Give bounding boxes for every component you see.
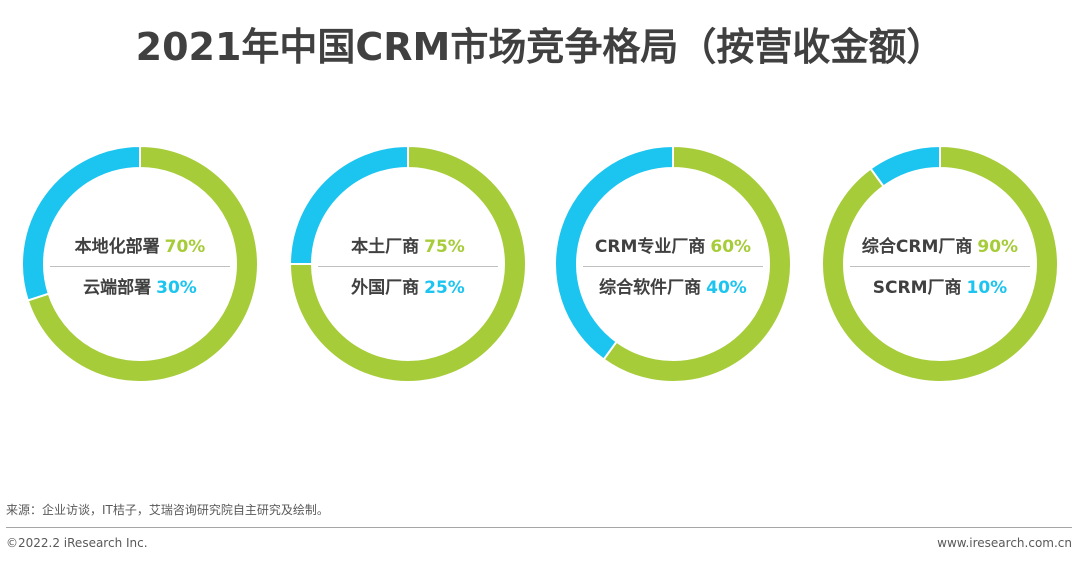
slice-label: 综合CRM厂商 (861, 237, 973, 257)
legend-item: 本地化部署 70% (50, 236, 230, 258)
copyright: ©2022.2 iResearch Inc. (6, 536, 148, 550)
donut-slice-secondary (21, 144, 141, 302)
slice-label: SCRM厂商 (872, 278, 962, 298)
legend-item: 综合软件厂商 40% (583, 277, 763, 299)
donut-chart-deployment: 本地化部署 70% 云端部署 30% (20, 144, 260, 384)
donut-svg (554, 144, 792, 383)
donut-chart-vendor-origin: 本土厂商 75% 外国厂商 25% (288, 144, 528, 384)
slice-percent: 60% (710, 237, 752, 257)
label-divider (583, 266, 763, 267)
slice-label: 本地化部署 (74, 237, 160, 257)
chart-title: 2021年中国CRM市场竞争格局（按营收金额） (135, 25, 945, 69)
footer-divider (6, 527, 1072, 528)
label-divider (318, 266, 498, 267)
label-divider (50, 266, 230, 267)
donut-slice-primary (602, 144, 792, 383)
source-note: 来源：企业访谈，IT桔子，艾瑞咨询研究院自主研究及绘制。 (6, 503, 329, 517)
donut-svg (821, 144, 1059, 383)
donut-labels: CRM专业厂商 60% 综合软件厂商 40% (583, 236, 763, 299)
slice-percent: 70% (164, 237, 206, 257)
slice-percent: 75% (424, 237, 465, 257)
slice-label: 云端部署 (83, 278, 152, 298)
donut-chart-crm-type: 综合CRM厂商 90% SCRM厂商 10% (820, 144, 1060, 384)
slice-percent: 25% (424, 278, 465, 298)
donut-svg (21, 144, 259, 383)
donut-slice-secondary (869, 144, 941, 188)
legend-item: CRM专业厂商 60% (583, 236, 763, 258)
label-divider (850, 266, 1030, 267)
legend-item: SCRM厂商 10% (850, 277, 1030, 299)
slice-percent: 90% (977, 237, 1019, 257)
slice-label: CRM专业厂商 (594, 237, 706, 257)
slice-label: 综合软件厂商 (599, 278, 702, 298)
donut-slice-secondary (288, 144, 409, 265)
donut-labels: 本土厂商 75% 外国厂商 25% (318, 236, 498, 299)
slice-percent: 10% (966, 278, 1008, 298)
donut-labels: 本地化部署 70% 云端部署 30% (50, 236, 230, 299)
slice-percent: 30% (156, 278, 197, 298)
legend-item: 本土厂商 75% (318, 236, 498, 258)
legend-item: 综合CRM厂商 90% (850, 236, 1030, 258)
slice-label: 外国厂商 (351, 278, 420, 298)
donut-chart-vendor-type: CRM专业厂商 60% 综合软件厂商 40% (553, 144, 793, 384)
donut-slice-primary (26, 144, 259, 383)
slice-label: 本土厂商 (351, 237, 420, 257)
slice-percent: 40% (706, 278, 747, 298)
legend-item: 云端部署 30% (50, 277, 230, 299)
donut-slice-primary (288, 144, 527, 383)
donut-slice-secondary (554, 144, 674, 361)
donut-svg (288, 144, 527, 383)
donut-slice-primary (821, 144, 1059, 383)
donut-labels: 综合CRM厂商 90% SCRM厂商 10% (850, 236, 1030, 299)
legend-item: 外国厂商 25% (318, 277, 498, 299)
website: www.iresearch.com.cn (937, 536, 1072, 550)
